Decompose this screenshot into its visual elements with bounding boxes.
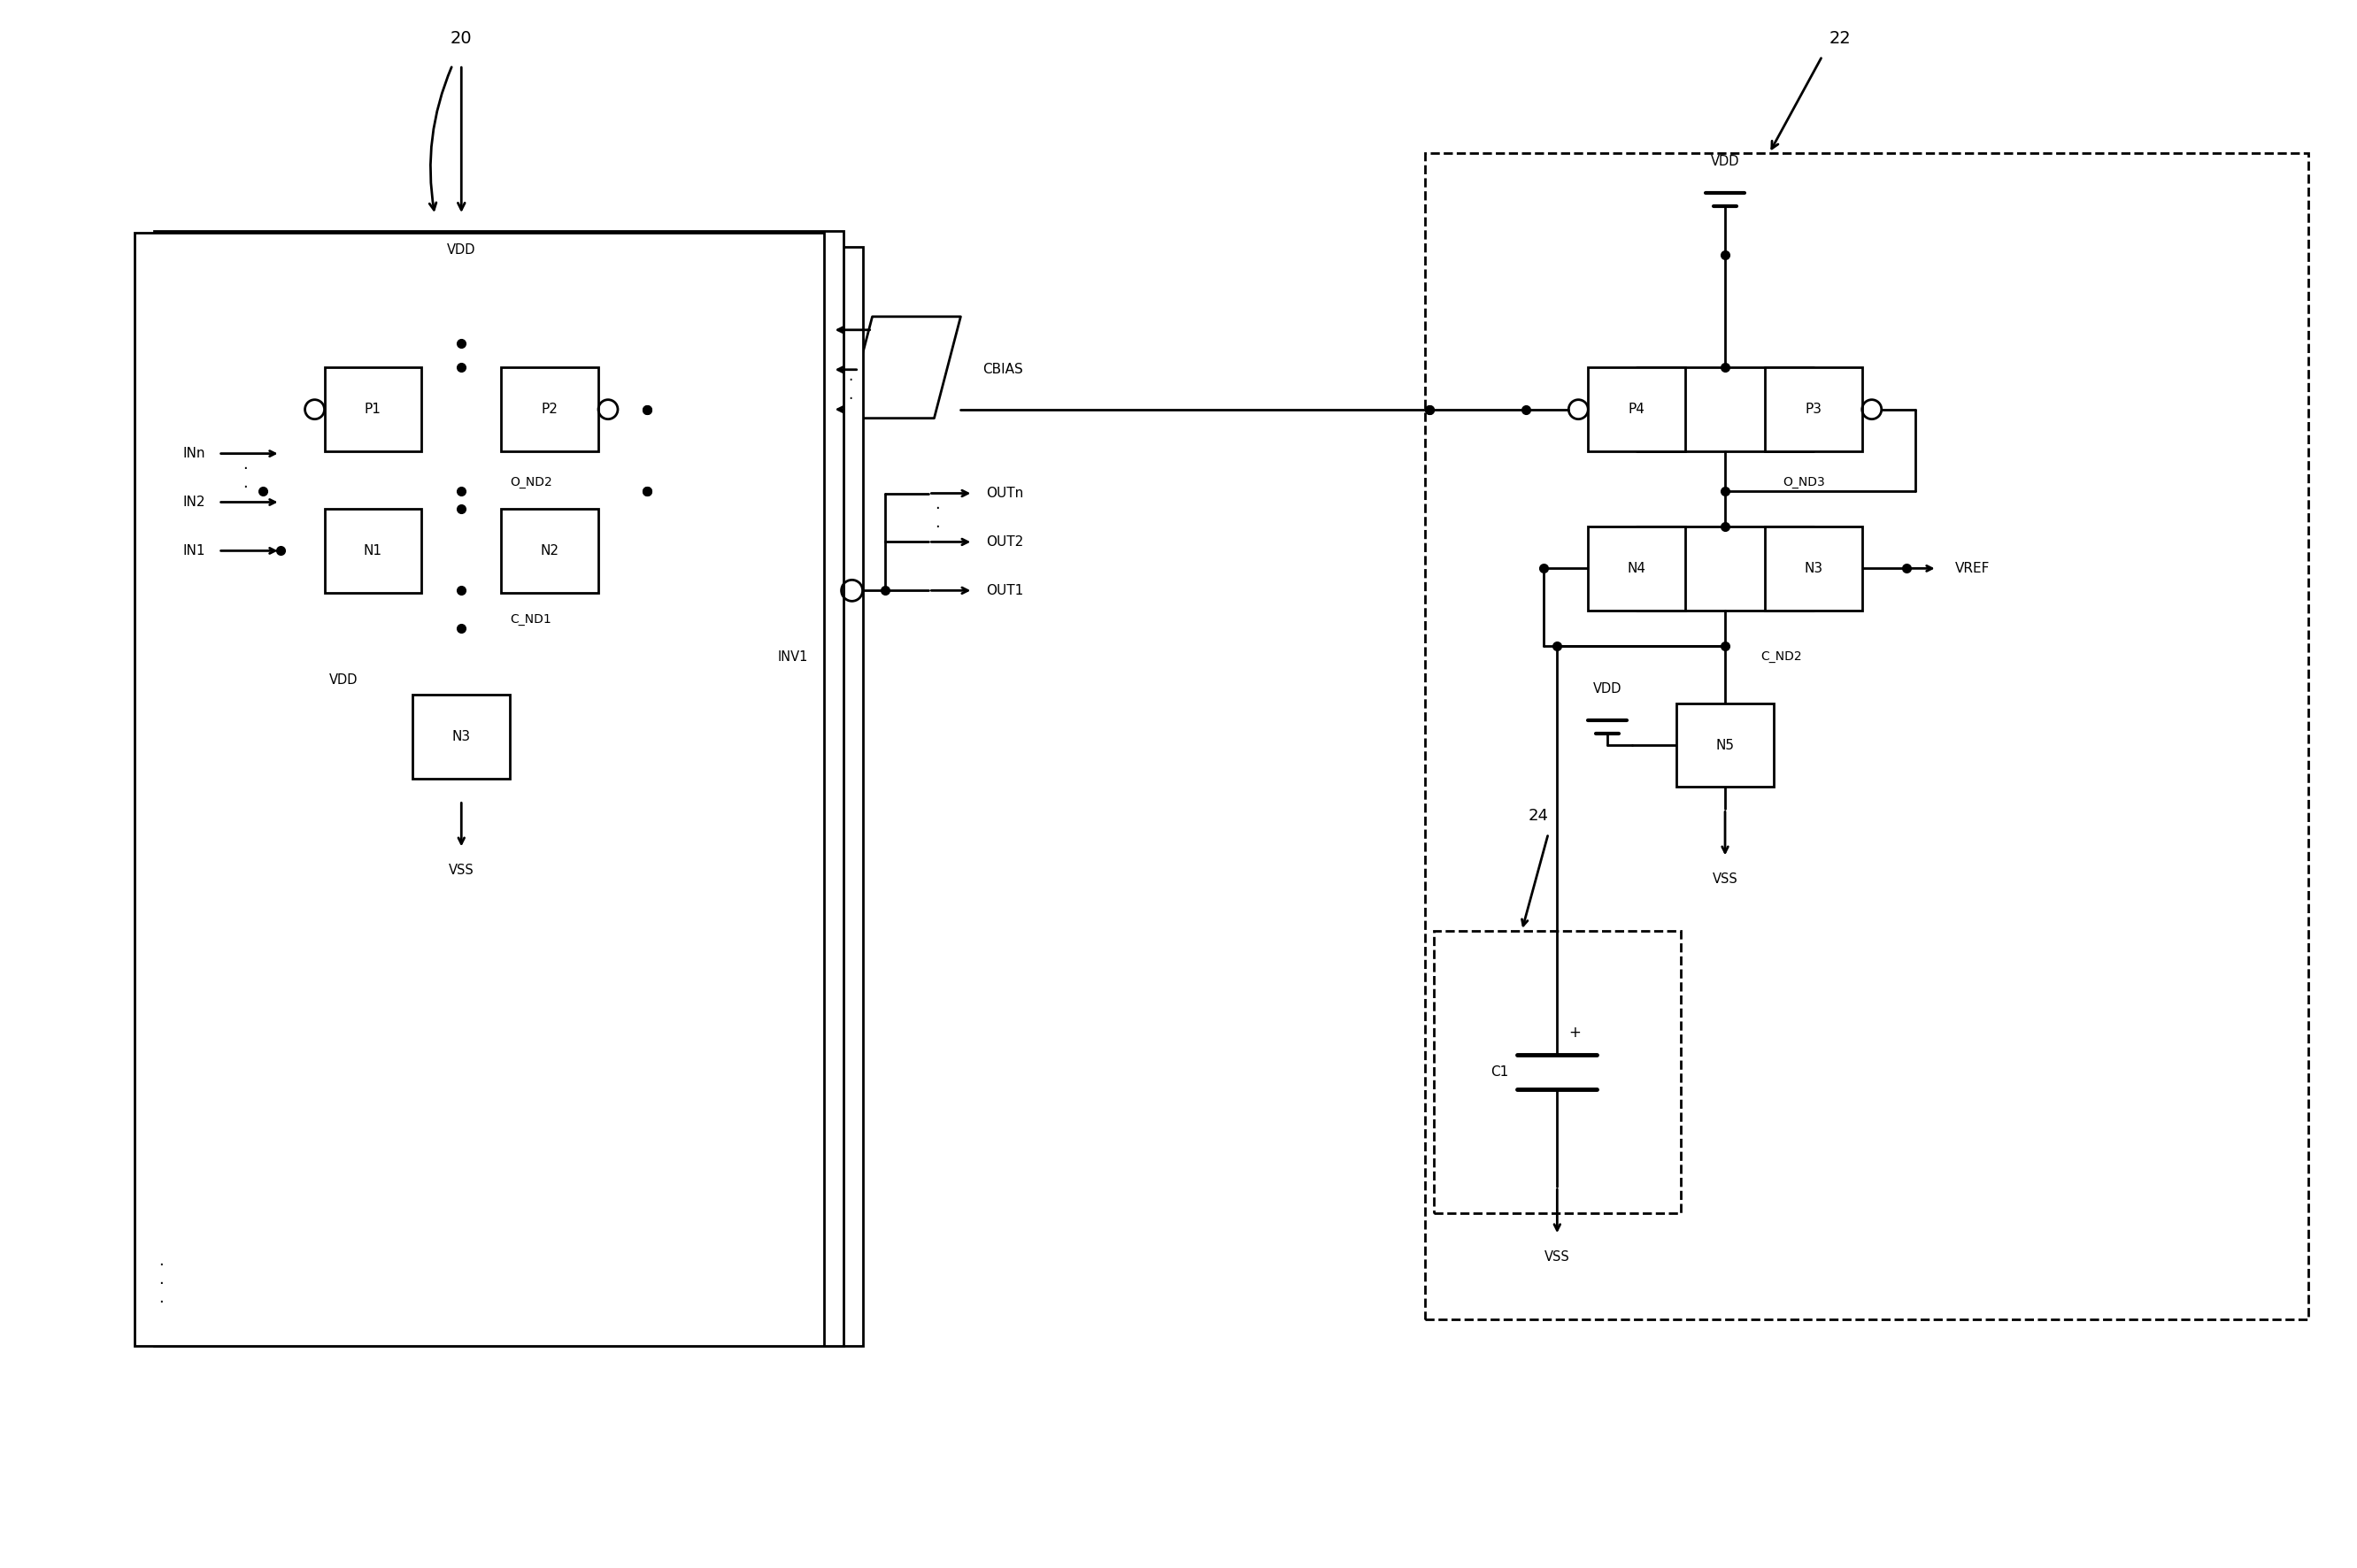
Bar xyxy=(1589,367,1685,452)
Text: VSS: VSS xyxy=(1544,1251,1570,1264)
Text: P3: P3 xyxy=(1805,403,1822,416)
Text: OUTn: OUTn xyxy=(985,486,1023,500)
Text: ·
·: · · xyxy=(936,500,940,535)
Text: VDD: VDD xyxy=(1711,155,1739,168)
Text: C1: C1 xyxy=(1490,1065,1508,1079)
Text: VSS: VSS xyxy=(1711,873,1737,886)
Text: N2: N2 xyxy=(540,544,559,557)
Text: C_ND1: C_ND1 xyxy=(509,613,552,626)
Bar xyxy=(1424,154,2308,1319)
Text: P2: P2 xyxy=(542,403,559,416)
Text: N3: N3 xyxy=(453,729,471,743)
Bar xyxy=(134,232,823,1345)
Text: N4: N4 xyxy=(1626,561,1645,575)
Text: P1: P1 xyxy=(365,403,382,416)
Bar xyxy=(174,246,863,1345)
Bar xyxy=(325,508,422,593)
Bar xyxy=(1765,367,1862,452)
Text: P4: P4 xyxy=(1629,403,1645,416)
Text: O_ND2: O_ND2 xyxy=(509,477,552,489)
Bar xyxy=(1433,931,1681,1214)
Bar xyxy=(1589,527,1685,610)
Text: N3: N3 xyxy=(1803,561,1822,575)
Bar xyxy=(502,367,599,452)
Text: INV1: INV1 xyxy=(778,651,808,663)
Text: ·
·
·: · · · xyxy=(158,1258,163,1311)
Bar xyxy=(1765,527,1862,610)
Bar xyxy=(325,367,422,452)
Text: IN2: IN2 xyxy=(181,495,205,508)
Text: 22: 22 xyxy=(1829,30,1850,47)
Text: +: + xyxy=(1570,1024,1582,1040)
Text: OUT2: OUT2 xyxy=(985,535,1023,549)
Text: INn: INn xyxy=(181,447,205,461)
Text: N1: N1 xyxy=(363,544,382,557)
Text: 20: 20 xyxy=(450,30,471,47)
Text: 24: 24 xyxy=(1527,808,1549,823)
Bar xyxy=(1676,702,1775,787)
Text: O_ND3: O_ND3 xyxy=(1782,477,1824,489)
Bar xyxy=(153,230,844,1345)
Bar xyxy=(502,508,599,593)
Text: ·
·: · · xyxy=(849,373,853,408)
Text: N5: N5 xyxy=(1716,739,1735,751)
Text: VREF: VREF xyxy=(1954,561,1989,575)
Text: VSS: VSS xyxy=(448,864,474,877)
Text: C_ND2: C_ND2 xyxy=(1761,651,1801,663)
Text: VDD: VDD xyxy=(1593,682,1622,696)
Text: IN1: IN1 xyxy=(181,544,205,557)
Text: CBIAS: CBIAS xyxy=(983,364,1023,376)
Text: VDD: VDD xyxy=(330,674,358,687)
Text: VDD: VDD xyxy=(448,243,476,257)
Bar xyxy=(412,695,509,778)
Text: ·
·: · · xyxy=(243,461,247,495)
Text: OUT1: OUT1 xyxy=(985,583,1023,597)
